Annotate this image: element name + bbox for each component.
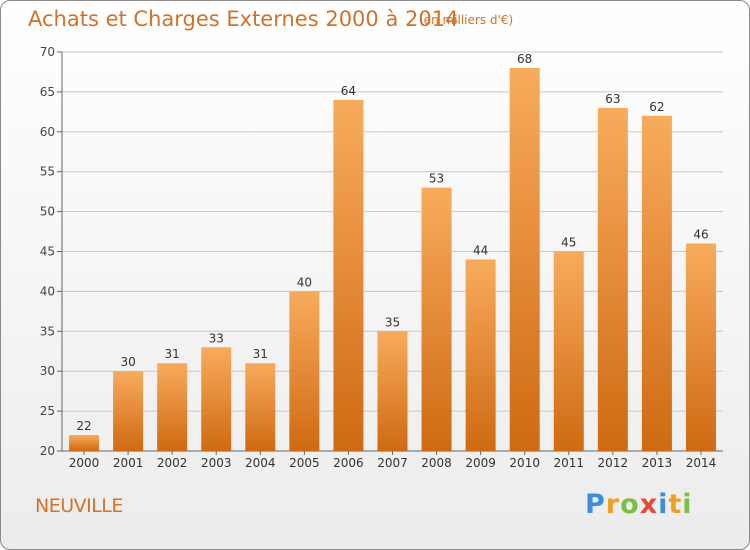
y-tick-label: 30 [40, 364, 55, 378]
data-label: 62 [649, 100, 664, 114]
x-tick-label: 2013 [642, 456, 673, 470]
bar-2010 [509, 67, 540, 452]
bar-2008 [421, 187, 452, 451]
data-label: 63 [605, 92, 620, 106]
chart-title: Achats et Charges Externes 2000 à 2014 [28, 7, 459, 31]
bar-2001 [113, 371, 144, 451]
x-tick-label: 2003 [201, 456, 232, 470]
logo-letter: i [658, 489, 669, 520]
x-tick-label: 2004 [245, 456, 276, 470]
x-tick-label: 2014 [686, 456, 717, 470]
y-tick-label: 55 [40, 165, 55, 179]
data-label: 33 [209, 331, 224, 345]
y-tick-label: 70 [40, 45, 55, 59]
logo-letter: t [668, 489, 683, 520]
x-tick-label: 2007 [377, 456, 408, 470]
data-label: 46 [693, 228, 708, 242]
bar-2012 [597, 107, 628, 452]
bar-2006 [333, 99, 364, 451]
y-tick-label: 20 [40, 444, 55, 458]
x-tick-label: 2002 [157, 456, 188, 470]
logo-letter: P [585, 489, 606, 520]
chart-subtitle: (en milliers d'€) [419, 13, 514, 27]
data-label: 64 [341, 84, 356, 98]
x-tick-label: 2006 [333, 456, 364, 470]
y-tick-label: 40 [40, 284, 55, 298]
data-label: 53 [429, 172, 444, 186]
y-tick-label: 45 [40, 245, 55, 259]
proxiti-logo[interactable]: Proxiti [585, 489, 693, 520]
data-label: 31 [253, 347, 268, 361]
y-tick-label: 60 [40, 125, 55, 139]
bar-2014 [685, 243, 716, 451]
bar-2013 [641, 115, 672, 451]
logo-letter: r [605, 489, 621, 520]
bar-2002 [157, 363, 188, 451]
x-tick-label: 2000 [69, 456, 100, 470]
data-label: 45 [561, 236, 576, 250]
commune-name: NEUVILLE [35, 495, 123, 517]
logo-letter: i [682, 489, 693, 520]
y-tick-label: 35 [40, 324, 55, 338]
data-label: 40 [297, 275, 312, 289]
x-tick-label: 2001 [113, 456, 144, 470]
y-tick-label: 25 [40, 404, 55, 418]
data-label: 44 [473, 243, 488, 257]
bar-2003 [201, 347, 232, 451]
data-label: 68 [517, 52, 532, 66]
bar-2004 [245, 363, 276, 451]
logo-letter: x [639, 489, 659, 520]
data-label: 22 [76, 419, 91, 433]
data-label: 31 [165, 347, 180, 361]
data-label: 35 [385, 315, 400, 329]
x-tick-label: 2012 [598, 456, 629, 470]
x-tick-label: 2008 [421, 456, 452, 470]
data-label: 30 [120, 355, 135, 369]
y-tick-label: 50 [40, 205, 55, 219]
x-tick-label: 2010 [509, 456, 540, 470]
x-tick-label: 2009 [465, 456, 496, 470]
bar-2005 [289, 291, 320, 451]
bar-2011 [553, 251, 584, 451]
y-tick-label: 65 [40, 85, 55, 99]
x-tick-label: 2011 [553, 456, 584, 470]
bar-2009 [465, 259, 496, 451]
logo-letter: o [620, 489, 640, 520]
bar-2000 [69, 435, 100, 451]
x-tick-label: 2005 [289, 456, 320, 470]
bar-2007 [377, 331, 408, 451]
